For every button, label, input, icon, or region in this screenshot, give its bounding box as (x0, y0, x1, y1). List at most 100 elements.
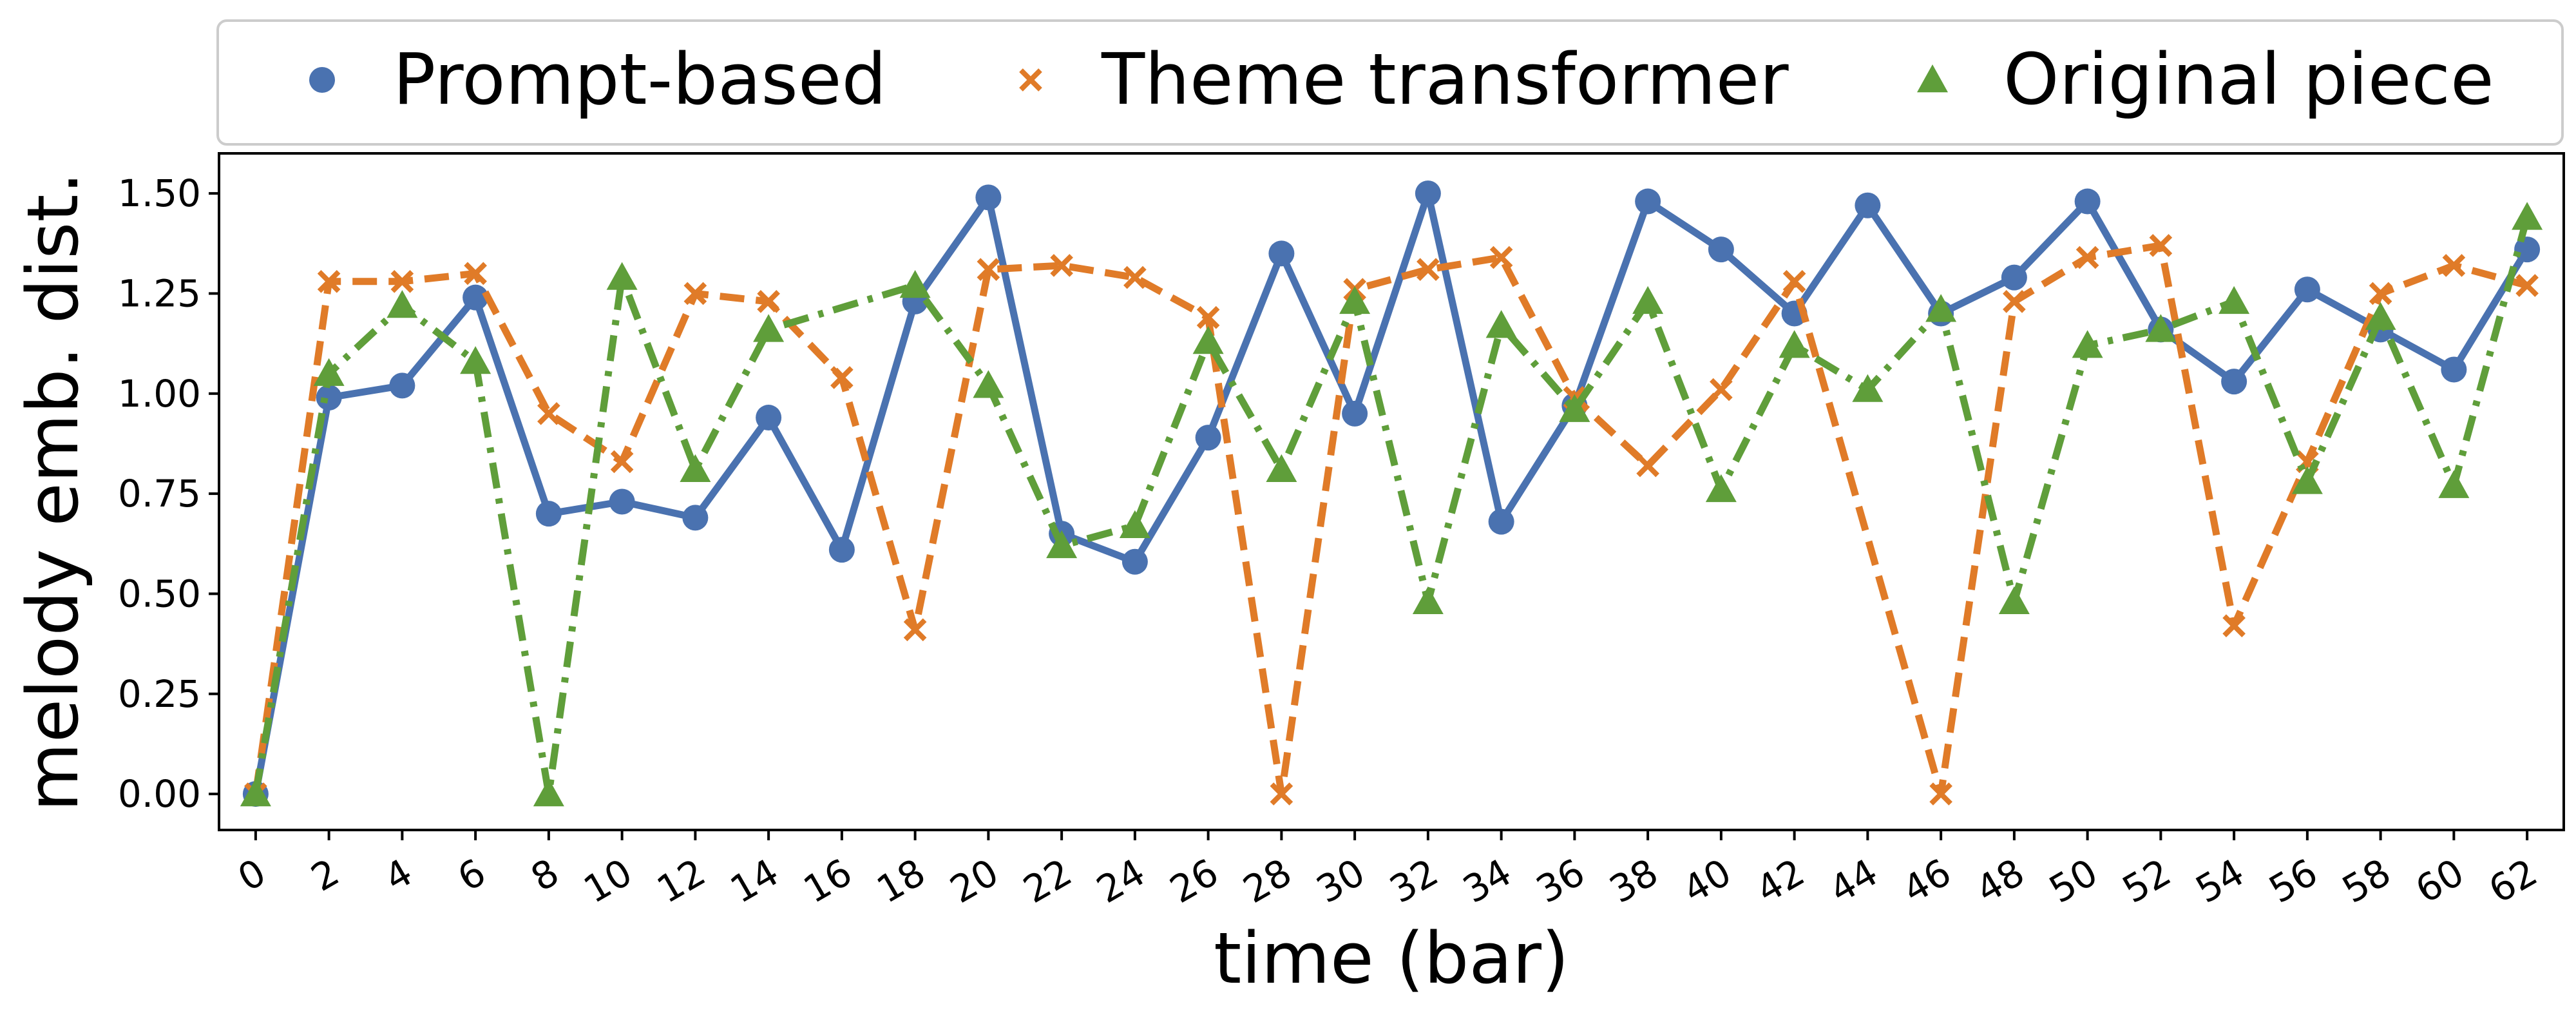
data-point (753, 314, 785, 342)
x-tick-label: 4 (377, 850, 419, 900)
legend-item: Theme transformer (1019, 38, 1789, 121)
legend-label: Original piece (2003, 38, 2494, 121)
data-point (2291, 466, 2323, 494)
x-tick-label: 6 (450, 850, 493, 900)
data-point (1192, 326, 1224, 354)
x-tick-label: 0 (231, 850, 273, 900)
data-point (1852, 374, 1884, 402)
x-tick-label: 32 (1382, 850, 1445, 912)
data-point (1779, 330, 1810, 358)
data-point (1632, 285, 1664, 314)
x-tick-label: 12 (649, 850, 712, 912)
data-point (533, 778, 564, 807)
data-point (830, 366, 854, 389)
data-point (899, 270, 931, 298)
data-point (2512, 202, 2543, 230)
data-point (1635, 188, 1661, 215)
x-tick-label: 38 (1602, 850, 1665, 912)
data-point (1412, 586, 1444, 615)
x-tick-label: 58 (2335, 850, 2398, 912)
y-axis-label: melody emb. dist. (12, 172, 94, 812)
legend-label: Prompt-based (393, 38, 886, 121)
x-tick-label: 24 (1089, 850, 1152, 912)
x-tick-label: 16 (796, 850, 859, 912)
data-point (386, 290, 418, 318)
data-point (1708, 236, 1734, 263)
data-point (2515, 274, 2539, 297)
data-point (2149, 234, 2173, 257)
legend-frame (216, 19, 2564, 146)
series-prompt-based (242, 180, 2541, 807)
x-tick-label: 22 (1016, 850, 1079, 912)
data-point (973, 370, 1004, 398)
y-tick-label: 0.50 (118, 572, 201, 615)
legend-label: Theme transformer (1101, 38, 1789, 121)
data-point (1050, 254, 1073, 277)
data-point (2072, 330, 2103, 358)
data-point (1489, 246, 1513, 269)
series-line (252, 189, 2530, 795)
data-point (1710, 378, 1733, 401)
x-tick-label: 8 (524, 850, 566, 900)
data-point (1123, 265, 1147, 289)
x-tick-label: 14 (723, 850, 786, 912)
x-tick-label: 52 (2115, 850, 2178, 912)
data-point (2001, 264, 2027, 291)
data-point (610, 450, 634, 474)
data-point (977, 258, 1000, 282)
data-point (1925, 294, 1957, 322)
legend-item: Prompt-based (309, 38, 886, 121)
data-point (2145, 314, 2177, 342)
x-tick-label: 2 (304, 850, 347, 900)
data-point (390, 269, 414, 293)
data-point (2074, 188, 2101, 215)
data-point (1488, 508, 1514, 535)
data-point (2365, 302, 2396, 330)
data-point (683, 282, 707, 305)
data-point (1339, 285, 1371, 314)
x-axis-label: time (bar) (1214, 917, 1569, 999)
x-tick-label: 50 (2042, 850, 2105, 912)
x-tick-label: 48 (1969, 850, 2032, 912)
data-point (828, 537, 855, 563)
data-point (680, 454, 711, 483)
data-point (1196, 305, 1220, 329)
x-tick-label: 54 (2188, 850, 2251, 912)
y-tick-label: 1.50 (118, 171, 201, 215)
x-tick-label: 62 (2481, 850, 2544, 912)
y-tick-label: 0.25 (118, 672, 201, 716)
data-point (2294, 276, 2320, 303)
x-tick-label: 44 (1822, 850, 1885, 912)
legend: Prompt-based Theme transformer Original pi… (216, 19, 2564, 146)
data-point (606, 262, 638, 290)
data-point (313, 358, 345, 386)
data-point (2438, 470, 2470, 498)
x-tick-label: 30 (1309, 850, 1372, 912)
data-point (2369, 282, 2392, 305)
data-point (1119, 510, 1150, 539)
x-tick-label: 40 (1675, 850, 1739, 912)
data-point (1782, 269, 1806, 293)
x-tick-label: 10 (577, 850, 640, 912)
x-tick-label: 26 (1163, 850, 1226, 912)
x-tick-label: 20 (942, 850, 1006, 912)
data-point (460, 346, 491, 374)
data-point (2442, 254, 2466, 277)
data-point (2003, 290, 2026, 313)
data-point (1855, 192, 1881, 218)
data-point (316, 384, 342, 410)
data-point (464, 262, 487, 285)
data-point (317, 269, 341, 293)
data-point (2075, 246, 2099, 269)
data-point (1121, 548, 1148, 575)
data-point (240, 778, 271, 807)
data-point (1415, 180, 1441, 207)
plot-area: 0.000.250.500.751.001.251.50 0 2 4 6 8 10 12 14… (118, 152, 2565, 912)
data-point (1268, 240, 1295, 267)
data-point (2222, 614, 2246, 637)
series-line (252, 242, 2528, 798)
data-point (2514, 236, 2541, 263)
series-original-piece (240, 202, 2543, 807)
data-point (1266, 454, 1297, 483)
